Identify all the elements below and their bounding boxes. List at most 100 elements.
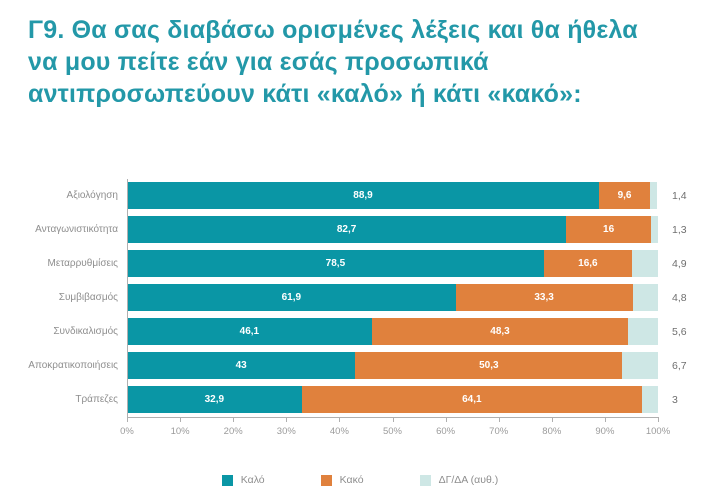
x-axis-tick — [392, 417, 394, 422]
legend: Καλό Κακό ΔΓ/ΔΑ (αυθ.) — [0, 474, 720, 486]
x-axis-tick — [604, 417, 606, 422]
segment-value-label: 50,3 — [479, 360, 499, 371]
x-axis-tick-label: 40% — [329, 426, 349, 437]
dgda-side-value: 5,6 — [672, 325, 687, 338]
segment-kako: 16,6 — [543, 250, 632, 277]
bar-row: Συνδικαλισμός 46,1 48,3 5,6 — [0, 318, 720, 345]
segment-dgda — [622, 352, 658, 379]
dgda-side-value: 4,8 — [672, 291, 687, 304]
segment-value-label: 78,5 — [325, 258, 346, 269]
x-axis-tick — [551, 417, 553, 422]
bar-track: 78,5 16,6 — [127, 250, 658, 277]
segment-kalo: 78,5 — [127, 250, 544, 277]
segment-kalo: 82,7 — [127, 216, 567, 243]
segment-value-label: 82,7 — [336, 224, 357, 235]
x-axis-tick-label: 10% — [170, 426, 190, 437]
segment-value-label: 16,6 — [578, 258, 598, 269]
segment-dgda — [631, 250, 658, 277]
segment-value-label: 46,1 — [239, 326, 260, 337]
segment-dgda — [642, 386, 658, 413]
segment-kalo: 43 — [127, 352, 356, 379]
legend-label: Καλό — [240, 474, 265, 486]
category-label: Συνδικαλισμός — [53, 326, 118, 337]
x-axis-tick — [498, 417, 500, 422]
x-axis-tick — [339, 417, 341, 422]
x-axis-tick-label: 70% — [489, 426, 509, 437]
legend-swatch-dgda — [419, 474, 431, 486]
segment-kalo: 61,9 — [127, 284, 456, 311]
y-axis-line — [127, 179, 128, 417]
category-label: Ανταγωνιστικότητα — [35, 224, 118, 235]
x-axis-tick-label: 90% — [595, 426, 615, 437]
x-axis-tick-label: 30% — [276, 426, 296, 437]
legend-swatch-kalo — [221, 474, 233, 486]
bar-track: 82,7 16 — [127, 216, 658, 243]
segment-value-label: 64,1 — [462, 394, 482, 405]
category-label: Αποκρατικοποιήσεις — [28, 360, 118, 371]
plot-area: Αξιολόγηση 88,9 9,6 1,4 Ανταγωνιστικότητα 82,… — [0, 179, 720, 417]
x-axis-tick-label: 20% — [223, 426, 243, 437]
legend-label: Κακό — [339, 474, 364, 486]
segment-value-label: 48,3 — [490, 326, 510, 337]
category-label: Αξιολόγηση — [66, 190, 118, 201]
legend-item-dgda: ΔΓ/ΔΑ (αυθ.) — [419, 474, 499, 486]
segment-kalo: 88,9 — [127, 182, 600, 209]
segment-kalo: 46,1 — [127, 318, 372, 345]
bar-track: 46,1 48,3 — [127, 318, 658, 345]
segment-kako: 48,3 — [371, 318, 629, 345]
dgda-side-value: 1,4 — [672, 189, 687, 202]
bar-track: 43 50,3 — [127, 352, 658, 379]
dgda-side-value: 4,9 — [672, 257, 687, 270]
segment-dgda — [651, 216, 658, 243]
x-axis-tick — [286, 417, 288, 422]
bar-track: 61,9 33,3 — [127, 284, 658, 311]
bar-row: Μεταρρυθμίσεις 78,5 16,6 4,9 — [0, 250, 720, 277]
segment-value-label: 61,9 — [281, 292, 302, 303]
x-axis-tick — [127, 417, 128, 422]
bar-row: Τράπεζες 32,9 64,1 3 — [0, 386, 720, 413]
segment-dgda — [632, 284, 658, 311]
legend-item-kako: Κακό — [320, 474, 364, 486]
dgda-side-value: 3 — [672, 393, 678, 406]
x-axis-tick-label: 50% — [382, 426, 403, 437]
segment-kako: 16 — [566, 216, 652, 243]
x-axis-tick-label: 100% — [645, 426, 671, 437]
legend-swatch-kako — [320, 474, 332, 486]
category-label: Συμβιβασμός — [58, 292, 118, 303]
segment-dgda — [628, 318, 658, 345]
bar-row: Αποκρατικοποιήσεις 43 50,3 6,7 — [0, 352, 720, 379]
segment-value-label: 88,9 — [353, 190, 373, 201]
segment-kako: 33,3 — [455, 284, 633, 311]
x-axis-tick-label: 60% — [436, 426, 456, 437]
segment-value-label: 33,3 — [534, 292, 554, 303]
stacked-bar-chart: Αξιολόγηση 88,9 9,6 1,4 Ανταγωνιστικότητα 82,… — [0, 179, 720, 486]
x-axis-tick — [658, 417, 659, 422]
bar-track: 88,9 9,6 — [127, 182, 658, 209]
segment-value-label: 32,9 — [204, 394, 225, 405]
bar-track: 32,9 64,1 — [127, 386, 658, 413]
chart-title: Γ9. Θα σας διαβάσω ορισμένες λέξεις και … — [28, 16, 638, 108]
x-axis-tick-label: 80% — [542, 426, 562, 437]
category-label: Τράπεζες — [75, 394, 118, 405]
segment-kalo: 32,9 — [127, 386, 302, 413]
bar-row: Ανταγωνιστικότητα 82,7 16 1,3 — [0, 216, 720, 243]
segment-value-label: 43 — [235, 360, 247, 371]
segment-dgda — [650, 182, 658, 209]
x-axis-tick — [233, 417, 235, 422]
dgda-side-value: 1,3 — [672, 223, 687, 236]
segment-value-label: 9,6 — [617, 190, 632, 201]
bar-row: Αξιολόγηση 88,9 9,6 1,4 — [0, 182, 720, 209]
x-axis-tick — [180, 417, 182, 422]
legend-item-kalo: Καλό — [221, 474, 265, 486]
segment-kako: 50,3 — [355, 352, 623, 379]
bar-row: Συμβιβασμός 61,9 33,3 4,8 — [0, 284, 720, 311]
segment-kako: 9,6 — [599, 182, 651, 209]
segment-value-label: 16 — [603, 224, 615, 235]
x-axis-tick — [445, 417, 447, 422]
x-axis: 0% 10% 20% 30% 40% 50% 60% 70% 80% 90% 100% — [120, 417, 670, 442]
x-axis-tick-label: 0% — [120, 426, 134, 437]
segment-kako: 64,1 — [301, 386, 643, 413]
dgda-side-value: 6,7 — [672, 359, 687, 372]
legend-label: ΔΓ/ΔΑ (αυθ.) — [438, 474, 499, 486]
